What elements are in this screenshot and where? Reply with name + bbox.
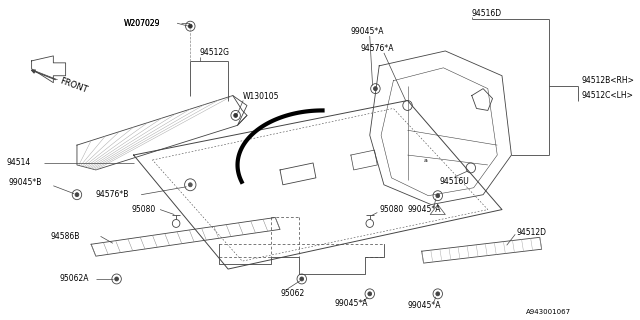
Text: 94586B: 94586B	[51, 232, 80, 241]
Text: W207029: W207029	[124, 19, 161, 28]
Text: 99045*A: 99045*A	[408, 205, 441, 214]
Circle shape	[300, 277, 303, 281]
Text: A943001067: A943001067	[525, 309, 571, 315]
Text: a: a	[424, 157, 428, 163]
Text: 94516D: 94516D	[472, 9, 502, 18]
Text: 99045*A: 99045*A	[408, 301, 441, 310]
Text: 94512B<RH>: 94512B<RH>	[581, 76, 634, 85]
Circle shape	[75, 193, 79, 197]
Text: 99045*B: 99045*B	[9, 178, 42, 187]
Text: W207029: W207029	[124, 19, 161, 28]
Text: 95080: 95080	[379, 205, 403, 214]
Text: 95062A: 95062A	[60, 275, 90, 284]
Circle shape	[436, 292, 440, 296]
Circle shape	[374, 87, 378, 91]
Text: 94516U: 94516U	[440, 177, 469, 186]
Text: 94512G: 94512G	[200, 48, 230, 57]
Text: W130105: W130105	[243, 92, 280, 101]
Text: 99045*A: 99045*A	[351, 27, 385, 36]
Text: FRONT: FRONT	[58, 76, 88, 95]
Text: 95080: 95080	[132, 205, 156, 214]
Text: 94576*A: 94576*A	[360, 44, 394, 53]
Circle shape	[234, 113, 237, 117]
Text: 94512D: 94512D	[516, 228, 546, 237]
Text: 94576*B: 94576*B	[96, 190, 129, 199]
Circle shape	[115, 277, 118, 281]
Circle shape	[188, 183, 192, 187]
Text: 99045*A: 99045*A	[335, 299, 368, 308]
Text: 94512C<LH>: 94512C<LH>	[581, 91, 633, 100]
Circle shape	[188, 24, 192, 28]
Text: 95062: 95062	[280, 289, 304, 298]
Circle shape	[368, 292, 372, 296]
Text: 94514: 94514	[6, 158, 30, 167]
Circle shape	[436, 194, 440, 198]
